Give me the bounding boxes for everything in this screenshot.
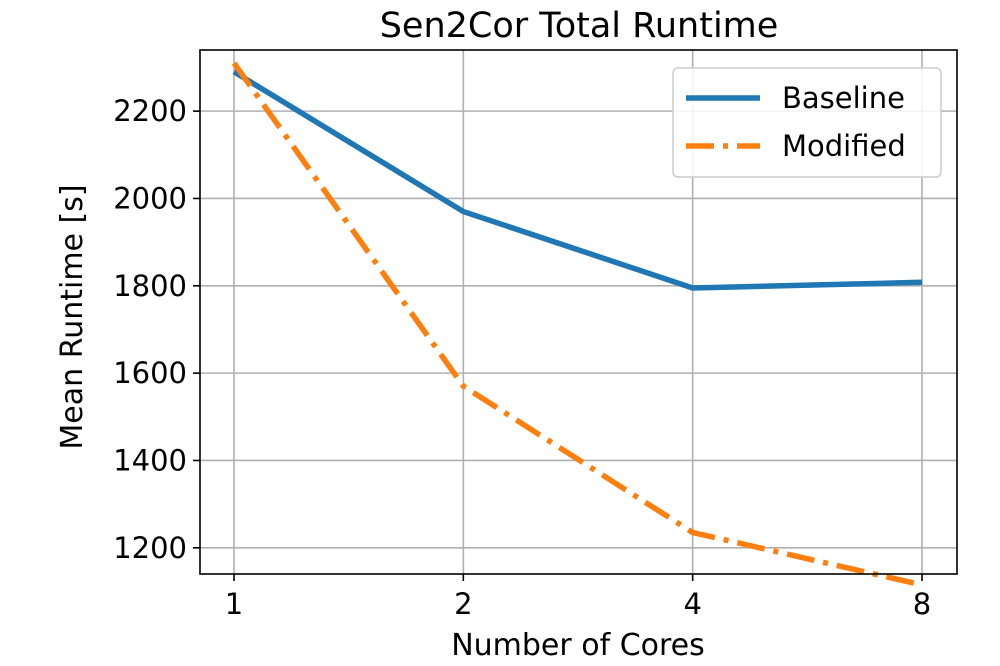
x-tick-label: 1 [225,587,243,621]
legend-label-modified: Modified [782,129,906,163]
x-tick-label: 4 [683,587,701,621]
x-axis-label: Number of Cores [451,628,705,663]
x-tick-label: 2 [454,587,472,621]
series-lines [231,61,923,588]
chart-title: Sen2Cor Total Runtime [380,6,779,46]
y-tick-label: 1200 [113,531,187,565]
y-axis-label: Mean Runtime [s] [55,184,90,449]
plot-frame [199,49,958,575]
y-tick-label: 2200 [113,94,187,128]
x-tick-label: 8 [913,587,931,621]
series-line-modified [231,61,923,588]
y-tick-label: 1600 [113,356,187,390]
series-line-baseline [232,69,923,291]
legend-label-baseline: Baseline [782,81,905,115]
axis-ticks: 1 2 4 8 1200 1400 1600 1800 2000 2200 [113,94,931,621]
legend: Baseline Modified [672,67,942,178]
y-tick-label: 1400 [113,443,187,477]
y-tick-label: 2000 [113,181,187,215]
y-tick-label: 1800 [113,269,187,303]
